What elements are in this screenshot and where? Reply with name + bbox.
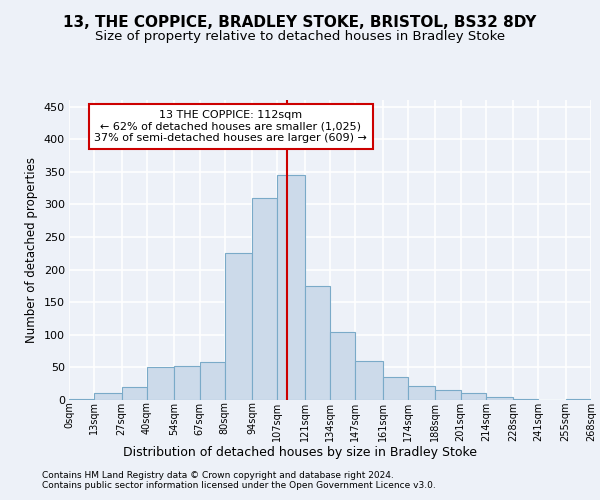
Bar: [330, 332, 355, 400]
Y-axis label: Number of detached properties: Number of detached properties: [25, 157, 38, 343]
Bar: [408, 386, 435, 400]
Bar: [225, 254, 252, 400]
Text: Contains public sector information licensed under the Open Government Licence v3: Contains public sector information licen…: [42, 481, 436, 490]
Bar: [566, 398, 591, 400]
Bar: [461, 394, 486, 400]
Bar: [355, 361, 383, 400]
Bar: [383, 377, 408, 400]
Text: 13 THE COPPICE: 112sqm
← 62% of detached houses are smaller (1,025)
37% of semi-: 13 THE COPPICE: 112sqm ← 62% of detached…: [94, 110, 367, 143]
Bar: [199, 362, 225, 400]
Bar: [305, 286, 330, 400]
Bar: [147, 368, 174, 400]
Text: Distribution of detached houses by size in Bradley Stoke: Distribution of detached houses by size …: [123, 446, 477, 459]
Text: 13, THE COPPICE, BRADLEY STOKE, BRISTOL, BS32 8DY: 13, THE COPPICE, BRADLEY STOKE, BRISTOL,…: [64, 15, 536, 30]
Text: Contains HM Land Registry data © Crown copyright and database right 2024.: Contains HM Land Registry data © Crown c…: [42, 471, 394, 480]
Bar: [486, 396, 513, 400]
Bar: [435, 390, 461, 400]
Bar: [174, 366, 199, 400]
Bar: [94, 394, 122, 400]
Text: Size of property relative to detached houses in Bradley Stoke: Size of property relative to detached ho…: [95, 30, 505, 43]
Bar: [122, 387, 147, 400]
Bar: [252, 198, 277, 400]
Bar: [277, 175, 305, 400]
Bar: [513, 398, 538, 400]
Bar: [69, 398, 94, 400]
